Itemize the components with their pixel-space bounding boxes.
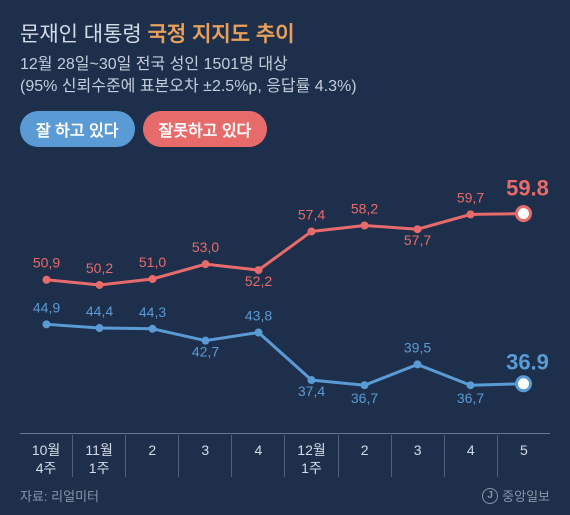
- x-tick: 10월4주: [20, 435, 72, 477]
- negative-marker: [96, 281, 104, 289]
- negative-marker: [202, 260, 210, 268]
- line-chart-svg: 50,9 50,2 51,0 53,0 52,2 57,4 58,2 57,7 59,7 59.8…: [20, 175, 550, 435]
- negative-marker: [43, 276, 51, 284]
- footer: 자료: 리얼미터 J 중앙일보: [20, 486, 550, 505]
- positive-label: 44,4: [86, 303, 113, 319]
- positive-marker: [255, 328, 263, 336]
- negative-line: [47, 214, 524, 285]
- logo-j-icon: J: [482, 488, 498, 504]
- positive-marker: [467, 381, 475, 389]
- positive-label: 39,5: [404, 339, 431, 355]
- positive-label: 37,4: [298, 383, 325, 399]
- chart-subtitle: 12월 28일~30일 전국 성인 1501명 대상 (95% 신뢰수준에 표본…: [0, 52, 570, 99]
- negative-label: 59,7: [457, 189, 484, 205]
- legend-negative: 잘못하고 있다: [143, 111, 268, 147]
- chart-title: 문재인 대통령 국정 지지도 추이: [0, 0, 570, 52]
- positive-marker: [517, 377, 531, 391]
- positive-line: [47, 324, 524, 385]
- negative-marker: [361, 222, 369, 230]
- x-tick: 11월1주: [72, 435, 125, 477]
- negative-label: 58,2: [351, 201, 378, 217]
- positive-label: 44,3: [139, 304, 166, 320]
- x-tick: 4: [231, 435, 284, 477]
- positive-marker: [96, 324, 104, 332]
- negative-label: 57,4: [298, 206, 325, 222]
- negative-marker: [149, 275, 157, 283]
- subtitle-line1: 12월 28일~30일 전국 성인 1501명 대상: [20, 54, 550, 76]
- positive-marker: [414, 360, 422, 368]
- x-tick: 12월1주: [284, 435, 337, 477]
- plot-area: 50,9 50,2 51,0 53,0 52,2 57,4 58,2 57,7 59,7 59.8…: [20, 175, 550, 435]
- negative-marker: [308, 227, 316, 235]
- negative-label: 57,7: [404, 232, 431, 248]
- chart-container: 문재인 대통령 국정 지지도 추이 12월 28일~30일 전국 성인 1501…: [0, 0, 570, 515]
- title-main: 국정 지지도 추이: [148, 23, 295, 46]
- positive-label: 36,7: [351, 390, 378, 406]
- positive-label: 36.9: [506, 350, 549, 375]
- publisher-logo: J 중앙일보: [482, 486, 550, 505]
- positive-label: 43,8: [245, 307, 272, 323]
- negative-marker: [467, 210, 475, 218]
- x-tick: 5: [497, 435, 550, 477]
- positive-label: 44,9: [33, 299, 60, 315]
- positive-label: 42,7: [192, 344, 219, 360]
- positive-marker: [43, 320, 51, 328]
- legend: 잘 하고 있다 잘못하고 있다: [0, 99, 570, 147]
- positive-marker: [149, 325, 157, 333]
- negative-label: 52,2: [245, 273, 272, 289]
- positive-label: 36,7: [457, 390, 484, 406]
- positive-marker: [361, 381, 369, 389]
- negative-label: 50,9: [33, 255, 60, 271]
- legend-positive: 잘 하고 있다: [20, 111, 135, 147]
- baseline: [20, 433, 550, 434]
- source-label: 자료: 리얼미터: [20, 486, 99, 505]
- x-tick: 3: [391, 435, 444, 477]
- negative-label: 59.8: [506, 176, 549, 201]
- publisher-name: 중앙일보: [502, 486, 550, 505]
- subtitle-line2: (95% 신뢰수준에 표본오차 ±2.5%p, 응답률 4.3%): [20, 76, 550, 98]
- x-tick: 3: [178, 435, 231, 477]
- x-tick: 2: [338, 435, 391, 477]
- negative-label: 53,0: [192, 239, 219, 255]
- negative-label: 50,2: [86, 260, 113, 276]
- negative-label: 51,0: [139, 254, 166, 270]
- title-prefix: 문재인 대통령: [20, 23, 142, 46]
- negative-marker: [517, 207, 531, 221]
- x-tick: 2: [125, 435, 178, 477]
- x-axis: 10월4주11월1주23412월1주2345: [20, 435, 550, 477]
- x-tick: 4: [444, 435, 497, 477]
